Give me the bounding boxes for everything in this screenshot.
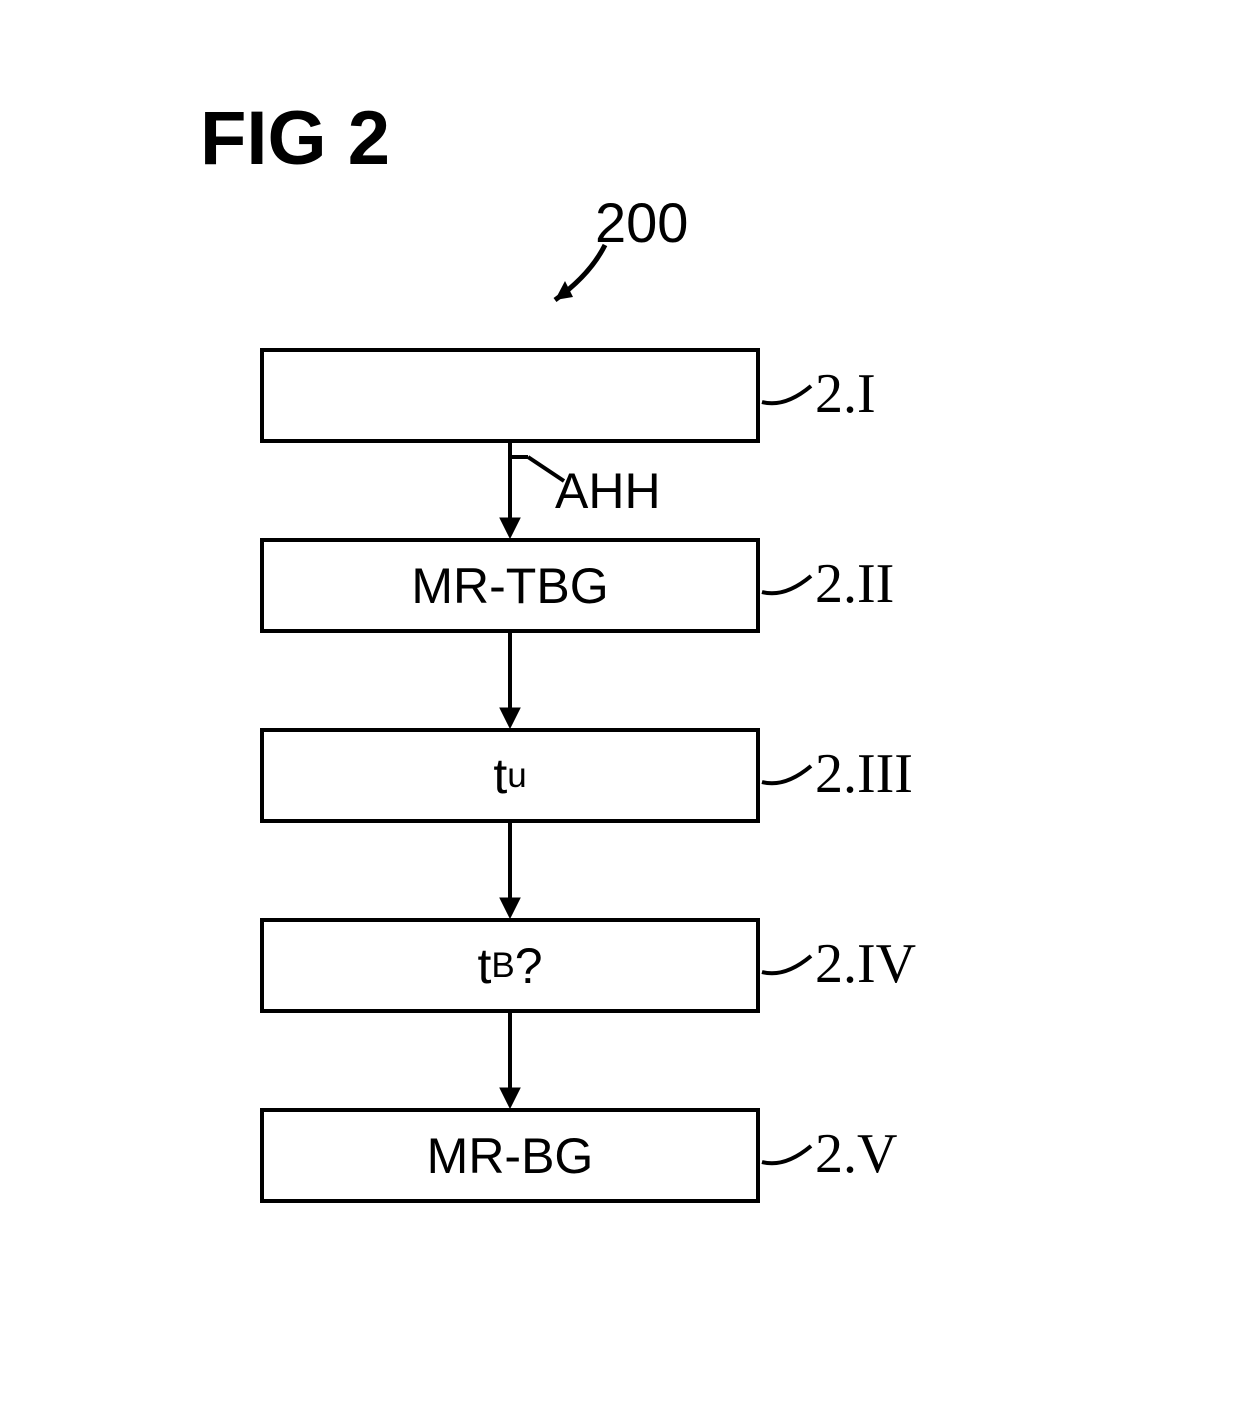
- flow-box-b1: [260, 348, 760, 443]
- flow-box-b2: MR-TBG: [260, 538, 760, 633]
- flow-box-label-b3: 2.III: [815, 742, 913, 806]
- edge-label-connector-0: [524, 449, 574, 489]
- label-connector-b2: [760, 568, 815, 608]
- label-connector-b5: [760, 1138, 815, 1178]
- figure-title: FIG 2: [200, 95, 390, 182]
- flow-arrow-b2-b3: [480, 633, 540, 728]
- label-connector-b3: [760, 758, 815, 798]
- flow-box-b5: MR-BG: [260, 1108, 760, 1203]
- flow-box-b3: tu: [260, 728, 760, 823]
- flow-box-label-b4: 2.IV: [815, 932, 916, 996]
- flow-box-label-b2: 2.II: [815, 552, 894, 616]
- flow-arrow-b4-b5: [480, 1013, 540, 1108]
- pointer-arrow-200: [535, 235, 615, 315]
- flow-box-b4: tB?: [260, 918, 760, 1013]
- flow-arrow-b3-b4: [480, 823, 540, 918]
- flow-box-label-b5: 2.V: [815, 1122, 897, 1186]
- flow-box-label-b1: 2.I: [815, 362, 876, 426]
- label-connector-b4: [760, 948, 815, 988]
- label-connector-b1: [760, 378, 815, 418]
